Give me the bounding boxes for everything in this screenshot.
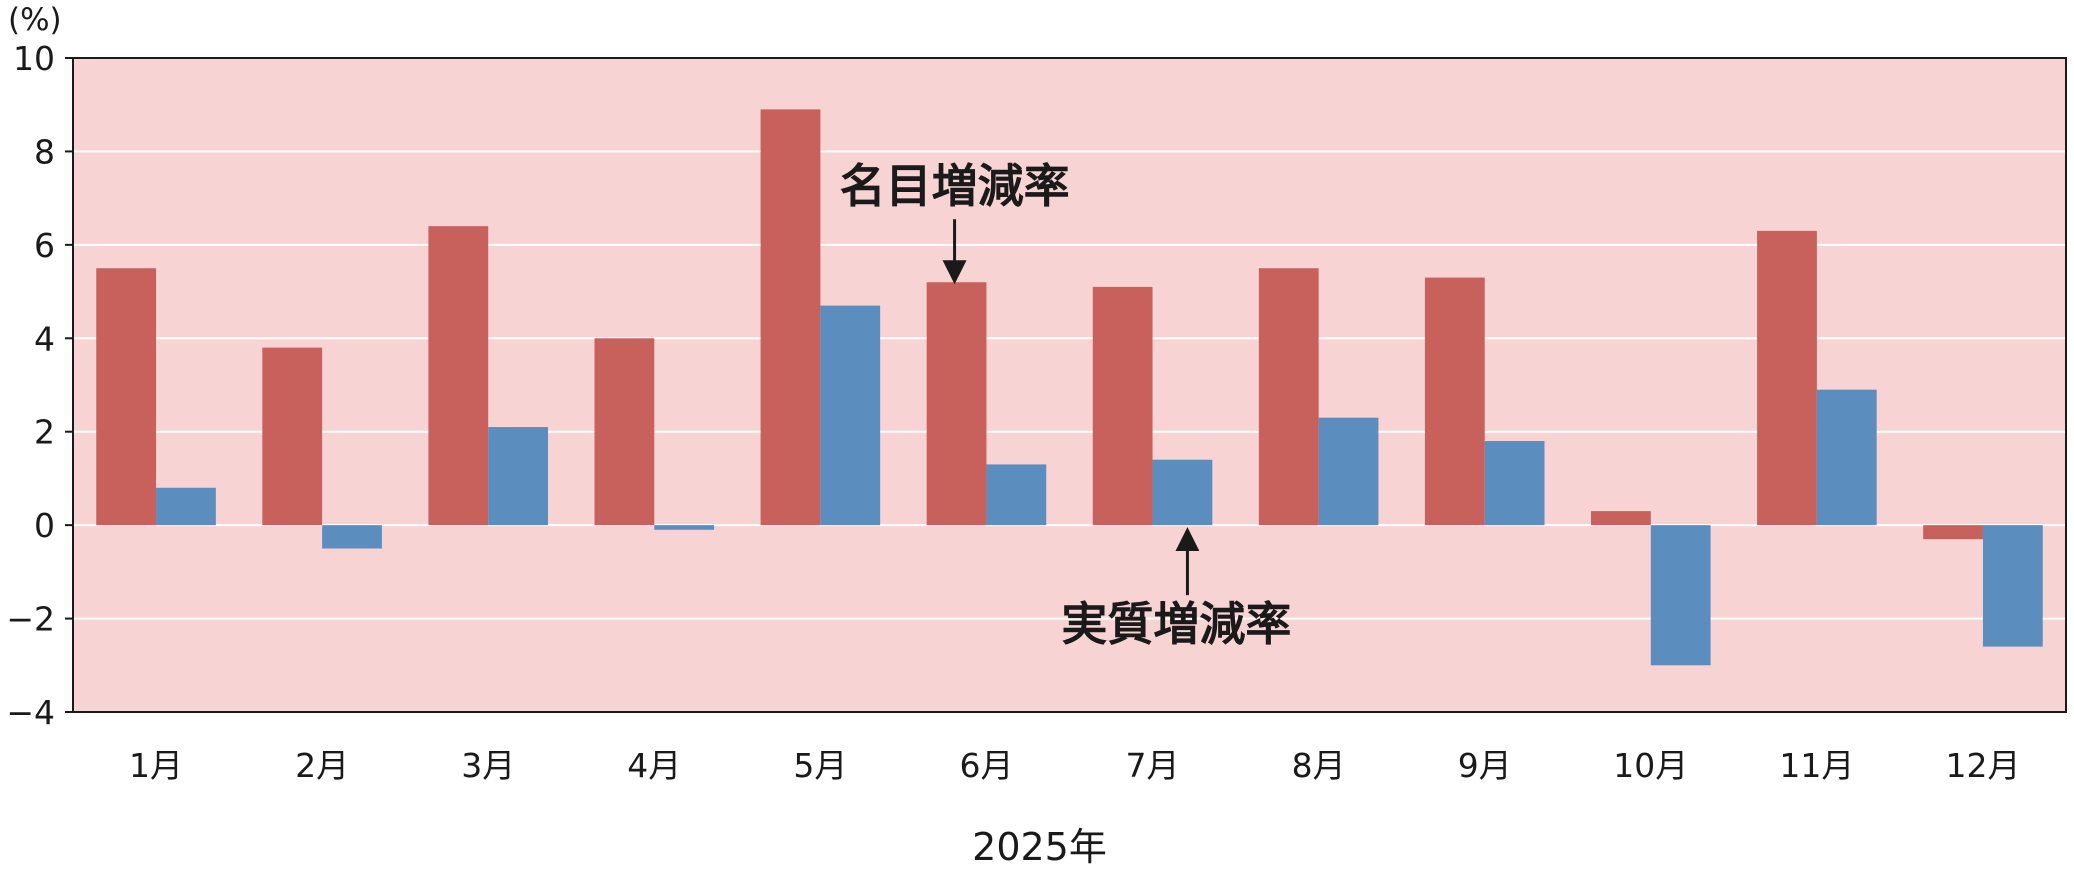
real-bar-5: [820, 305, 881, 526]
nominal-bar-11: [1757, 230, 1817, 526]
real-bar-12: [1982, 525, 2043, 647]
x-tick-label: 7月: [1126, 746, 1180, 785]
x-tick-label: 4月: [627, 746, 681, 785]
nominal-bar-4: [594, 338, 655, 526]
nominal-bar-3: [428, 226, 489, 526]
nominal-bar-12: [1923, 525, 1983, 540]
y-tick-label: 10: [13, 39, 55, 78]
real-bar-10: [1650, 525, 1711, 666]
annotation-label: 名目増減率: [840, 159, 1070, 213]
real-bar-3: [488, 427, 548, 526]
nominal-bar-10: [1591, 511, 1651, 526]
nominal-bar-8: [1258, 268, 1319, 526]
x-tick-label: 3月: [461, 746, 515, 785]
real-bar-4: [654, 525, 715, 530]
y-tick-label: −4: [6, 693, 55, 732]
y-tick-label: 2: [34, 413, 55, 452]
y-tick-label: −2: [6, 600, 55, 639]
x-tick-label: 5月: [793, 746, 847, 785]
bars: [96, 109, 2043, 666]
y-tick-label: 0: [34, 506, 55, 545]
nominal-bar-1: [96, 268, 157, 526]
x-tick-label: 10月: [1613, 746, 1688, 785]
nominal-bar-5: [760, 109, 821, 526]
y-tick-label: 6: [34, 226, 55, 265]
real-bar-9: [1484, 441, 1545, 526]
y-tick-label: 8: [34, 132, 55, 171]
x-tick-label: 2月: [295, 746, 349, 785]
x-tick-label: 1月: [129, 746, 183, 785]
y-axis-unit: (%): [8, 2, 62, 38]
plot-frame: [72, 57, 2067, 713]
nominal-bar-2: [262, 347, 323, 526]
x-tick-label: 11月: [1779, 746, 1854, 785]
x-tick-label: 12月: [1945, 746, 2020, 785]
x-tick-label: 8月: [1292, 746, 1346, 785]
real-bar-2: [322, 525, 382, 549]
real-bar-1: [156, 487, 216, 526]
real-bar-8: [1318, 417, 1379, 526]
x-tick-label: 9月: [1458, 746, 1512, 785]
real-bar-11: [1816, 389, 1877, 526]
y-tick-label: 4: [34, 319, 55, 358]
plot-area: [73, 58, 2066, 712]
y-axis: 10 8 6 4 2 0 −2 −4: [6, 39, 73, 732]
gridlines: [73, 150, 2066, 620]
nominal-bar-9: [1424, 277, 1485, 526]
nominal-bar-7: [1092, 286, 1153, 526]
annotation-label: 実質増減率: [1061, 597, 1291, 651]
x-axis-title: 2025年: [972, 825, 1107, 869]
x-axis: 1月 2月 3月 4月 5月 6月 7月 8月 9月 10月 11月 12月: [129, 746, 2020, 785]
x-tick-label: 6月: [959, 746, 1013, 785]
nominal-bar-6: [926, 282, 987, 526]
real-bar-6: [986, 464, 1047, 526]
real-bar-7: [1152, 459, 1213, 526]
